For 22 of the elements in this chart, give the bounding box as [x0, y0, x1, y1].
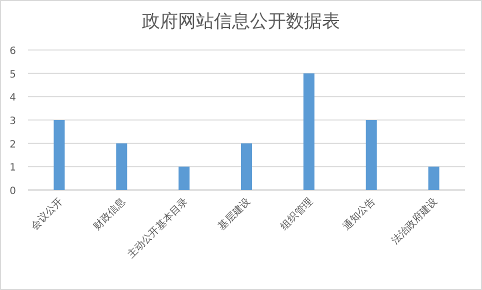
bar — [116, 143, 128, 190]
x-tick-label: 会议公开 — [28, 196, 66, 232]
x-tick-label: 组织管理 — [278, 196, 316, 232]
bar — [178, 166, 190, 190]
y-tick-label: 0 — [10, 186, 16, 197]
x-tick-label: 法治政府建设 — [388, 196, 440, 247]
y-tick-label: 2 — [10, 139, 16, 150]
bar — [366, 120, 377, 190]
bar — [303, 73, 314, 190]
y-tick-label: 5 — [10, 69, 16, 80]
y-tick-label: 1 — [10, 162, 16, 174]
y-tick-label: 6 — [10, 46, 16, 57]
y-tick-label: 4 — [10, 92, 16, 104]
bar — [428, 166, 440, 190]
x-tick-label: 基层建设 — [216, 196, 253, 232]
y-tick-label: 3 — [10, 116, 16, 127]
chart-title: 政府网站信息公开数据表 — [142, 11, 340, 32]
bar — [54, 120, 65, 190]
x-tick-label: 通知公告 — [340, 196, 378, 232]
bar — [241, 143, 252, 190]
x-tick-label: 主动公开基本目录 — [125, 196, 190, 261]
x-tick-label: 财政信息 — [90, 196, 128, 232]
